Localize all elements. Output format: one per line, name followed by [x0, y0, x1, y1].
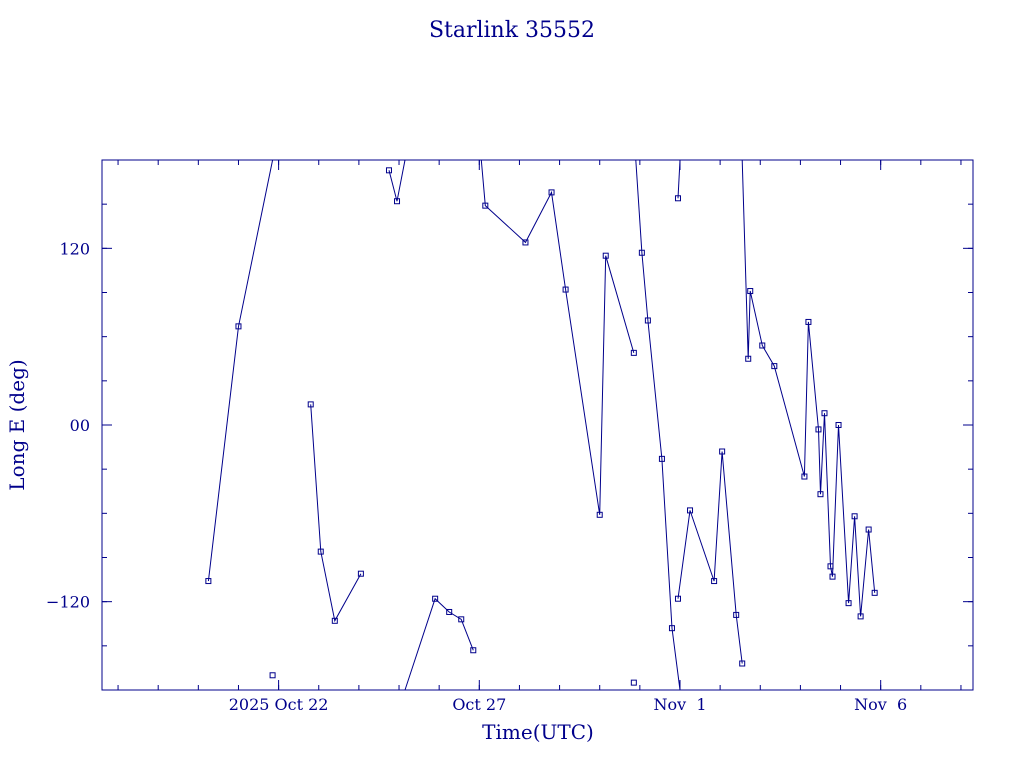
data-point — [602, 252, 609, 259]
data-point — [668, 625, 675, 632]
series-line — [404, 597, 474, 691]
y-tick-label: 00 — [70, 416, 90, 435]
data-point — [307, 401, 314, 408]
data-point — [235, 323, 242, 330]
data-point — [865, 526, 872, 533]
x-tick-label: Nov 1 — [653, 695, 706, 714]
data-point — [817, 491, 824, 498]
data-point — [638, 249, 645, 256]
data-point — [482, 202, 489, 209]
data-point — [827, 563, 834, 570]
data-point — [733, 611, 740, 618]
data-point — [851, 513, 858, 520]
data-point — [432, 595, 439, 602]
data-point — [759, 342, 766, 349]
data-point — [644, 317, 651, 324]
data-point — [630, 349, 637, 356]
data-point — [331, 617, 338, 624]
data-point — [711, 578, 718, 585]
data-point — [562, 286, 569, 293]
y-axis-ticks: 120 00 −120 — [46, 239, 973, 612]
series-layer — [205, 159, 878, 691]
series-line — [388, 159, 406, 202]
data-point — [771, 363, 778, 370]
x-tick-label: Oct 27 — [452, 695, 506, 714]
data-point — [385, 167, 392, 174]
data-point — [821, 410, 828, 417]
y-tick-label: −120 — [46, 593, 90, 612]
series-line — [677, 159, 681, 199]
data-point — [739, 660, 746, 667]
data-point — [845, 600, 852, 607]
data-point — [805, 318, 812, 325]
data-point — [470, 647, 477, 654]
data-point — [596, 511, 603, 518]
data-point — [269, 672, 276, 679]
y-axis-label: Long E (deg) — [5, 359, 29, 490]
data-point — [446, 608, 453, 615]
data-point — [658, 455, 665, 462]
data-point — [801, 473, 808, 480]
data-point — [205, 578, 212, 585]
data-point — [317, 548, 324, 555]
series-line — [480, 159, 635, 515]
series-line — [310, 404, 362, 623]
x-tick-label: 2025 Oct 22 — [229, 695, 329, 714]
chart-title: Starlink 35552 — [429, 18, 595, 43]
plot-frame — [101, 159, 974, 691]
data-point — [548, 189, 555, 196]
data-point — [687, 507, 694, 514]
data-point — [747, 288, 754, 295]
data-point — [745, 355, 752, 362]
x-axis-label: Time(UTC) — [482, 720, 594, 744]
data-point — [829, 573, 836, 580]
data-point — [522, 239, 529, 246]
data-point — [835, 422, 842, 428]
data-point — [719, 448, 726, 455]
data-point — [630, 679, 637, 686]
data-point — [674, 595, 681, 602]
minor-ticks — [102, 160, 973, 690]
data-point — [871, 589, 878, 596]
data-point — [357, 570, 364, 577]
series-line — [207, 159, 274, 582]
x-tick-label: Nov 6 — [854, 695, 907, 714]
data-point — [458, 616, 465, 623]
y-tick-label: 120 — [59, 239, 90, 258]
series-line — [635, 159, 681, 691]
series-line — [741, 159, 876, 617]
data-point — [674, 195, 681, 202]
data-point — [394, 198, 401, 205]
data-point — [815, 426, 822, 433]
data-point — [857, 613, 864, 620]
series-line — [677, 451, 743, 664]
